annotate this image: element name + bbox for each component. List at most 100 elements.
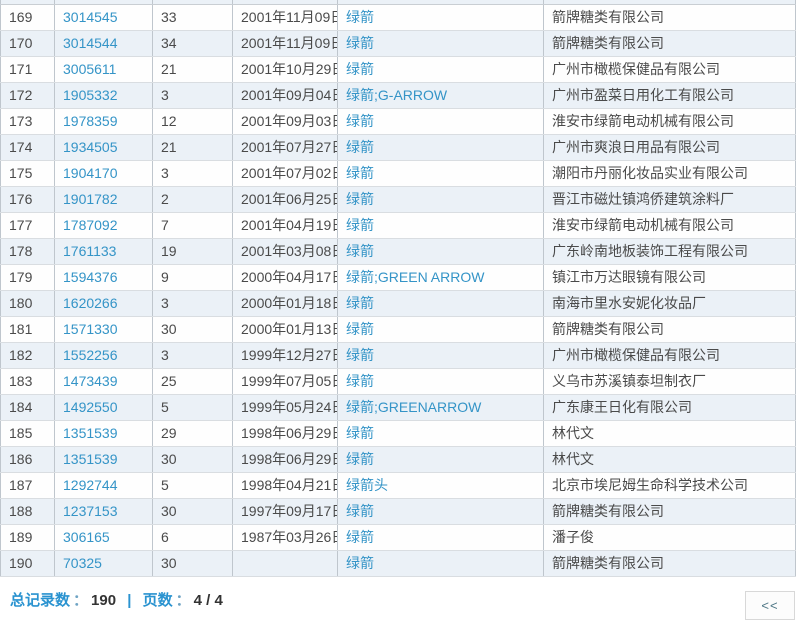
table-row: 187 1292744 5 1998年04月21日 绿箭头 北京市埃尼姆生命科学… xyxy=(0,472,796,499)
applicant-name-cell: 义乌市苏溪镇泰坦制衣厂 xyxy=(543,368,796,395)
registration-number-link[interactable]: 1292744 xyxy=(63,477,118,493)
trademark-name-link[interactable]: 绿箭 xyxy=(346,451,374,467)
registration-number-link[interactable]: 1351539 xyxy=(63,425,118,441)
applicant-name-cell: 南海市里水安妮化妆品厂 xyxy=(543,290,796,317)
registration-number-link[interactable]: 1473439 xyxy=(63,373,118,389)
registration-number-link[interactable]: 1978359 xyxy=(63,113,118,129)
application-date-cell: 1998年06月29日 xyxy=(232,420,338,447)
trademark-name-link[interactable]: 绿箭;GREEN ARROW xyxy=(346,269,485,285)
total-records-value: 190 xyxy=(91,592,117,609)
trademark-name-link[interactable]: 绿箭 xyxy=(346,373,374,389)
registration-number-cell: 1905332 xyxy=(54,82,153,109)
applicant-name-cell: 淮安市绿箭电动机械有限公司 xyxy=(543,212,796,239)
application-date-cell: 1998年06月29日 xyxy=(232,446,338,473)
registration-number-link[interactable]: 3014544 xyxy=(63,35,118,51)
registration-number-cell: 1904170 xyxy=(54,160,153,187)
row-index-cell: 173 xyxy=(0,108,55,135)
first-page-button[interactable]: << xyxy=(745,591,795,620)
row-index-cell: 184 xyxy=(0,394,55,421)
registration-number-link[interactable]: 1620266 xyxy=(63,295,118,311)
registration-number-cell: 1473439 xyxy=(54,368,153,395)
class-number-cell: 30 xyxy=(152,550,233,577)
trademark-name-cell: 绿箭 xyxy=(337,368,544,395)
applicant-name-cell: 淮安市绿箭电动机械有限公司 xyxy=(543,108,796,135)
trademark-name-link[interactable]: 绿箭 xyxy=(346,425,374,441)
class-number-cell: 3 xyxy=(152,82,233,109)
registration-number-cell: 306165 xyxy=(54,524,153,551)
table-row: 178 1761133 19 2001年03月08日 绿箭 广东岭南地板装饰工程… xyxy=(0,238,796,265)
application-date-cell: 1999年07月05日 xyxy=(232,368,338,395)
registration-number-link[interactable]: 1934505 xyxy=(63,139,118,155)
trademark-name-cell: 绿箭 xyxy=(337,160,544,187)
pages-value: 4 / 4 xyxy=(193,592,223,609)
class-number-cell: 33 xyxy=(152,4,233,31)
results-table-body: 169 3014545 33 2001年11月09日 绿箭 箭牌糖类有限公司 1… xyxy=(0,0,796,577)
registration-number-cell: 1934505 xyxy=(54,134,153,161)
trademark-name-link[interactable]: 绿箭 xyxy=(346,217,374,233)
table-row: 174 1934505 21 2001年07月27日 绿箭 广州市爽浪日用品有限… xyxy=(0,134,796,161)
registration-number-link[interactable]: 1492550 xyxy=(63,399,118,415)
registration-number-link[interactable]: 1905332 xyxy=(63,87,118,103)
table-row: 173 1978359 12 2001年09月03日 绿箭 淮安市绿箭电动机械有… xyxy=(0,108,796,135)
registration-number-link[interactable]: 306165 xyxy=(63,529,110,545)
trademark-results-table: 169 3014545 33 2001年11月09日 绿箭 箭牌糖类有限公司 1… xyxy=(0,0,796,577)
class-number-cell: 2 xyxy=(152,186,233,213)
row-index-cell: 185 xyxy=(0,420,55,447)
application-date-cell: 2001年07月02日 xyxy=(232,160,338,187)
table-row: 169 3014545 33 2001年11月09日 绿箭 箭牌糖类有限公司 xyxy=(0,4,796,31)
trademark-name-link[interactable]: 绿箭 xyxy=(346,295,374,311)
trademark-name-link[interactable]: 绿箭 xyxy=(346,529,374,545)
trademark-name-link[interactable]: 绿箭 xyxy=(346,321,374,337)
table-row: 179 1594376 9 2000年04月17日 绿箭;GREEN ARROW… xyxy=(0,264,796,291)
registration-number-link[interactable]: 1761133 xyxy=(63,243,117,259)
trademark-name-link[interactable]: 绿箭头 xyxy=(346,477,388,493)
trademark-name-link[interactable]: 绿箭 xyxy=(346,191,374,207)
applicant-name-cell: 林代文 xyxy=(543,446,796,473)
applicant-name-cell: 广东康王日化有限公司 xyxy=(543,394,796,421)
trademark-name-cell: 绿箭 xyxy=(337,316,544,343)
trademark-name-link[interactable]: 绿箭 xyxy=(346,113,374,129)
trademark-name-cell: 绿箭 xyxy=(337,4,544,31)
row-index-cell: 189 xyxy=(0,524,55,551)
registration-number-link[interactable]: 1787092 xyxy=(63,217,118,233)
trademark-name-link[interactable]: 绿箭 xyxy=(346,243,374,259)
class-number-cell: 34 xyxy=(152,30,233,57)
trademark-name-cell: 绿箭 xyxy=(337,30,544,57)
registration-number-link[interactable]: 1901782 xyxy=(63,191,118,207)
table-row: 175 1904170 3 2001年07月02日 绿箭 潮阳市丹丽化妆品实业有… xyxy=(0,160,796,187)
trademark-name-link[interactable]: 绿箭;G-ARROW xyxy=(346,87,448,103)
trademark-name-link[interactable]: 绿箭 xyxy=(346,61,374,77)
class-number-cell: 3 xyxy=(152,160,233,187)
application-date-cell: 2000年01月13日 xyxy=(232,316,338,343)
row-index-cell: 170 xyxy=(0,30,55,57)
trademark-name-link[interactable]: 绿箭 xyxy=(346,503,374,519)
class-number-cell: 3 xyxy=(152,290,233,317)
table-row: 170 3014544 34 2001年11月09日 绿箭 箭牌糖类有限公司 xyxy=(0,30,796,57)
registration-number-link[interactable]: 1237153 xyxy=(63,503,118,519)
registration-number-cell: 1552256 xyxy=(54,342,153,369)
trademark-name-link[interactable]: 绿箭 xyxy=(346,9,374,25)
trademark-name-link[interactable]: 绿箭 xyxy=(346,165,374,181)
registration-number-link[interactable]: 3005611 xyxy=(63,61,117,77)
registration-number-cell: 1292744 xyxy=(54,472,153,499)
trademark-name-link[interactable]: 绿箭;GREENARROW xyxy=(346,399,482,415)
trademark-name-link[interactable]: 绿箭 xyxy=(346,347,374,363)
trademark-name-link[interactable]: 绿箭 xyxy=(346,35,374,51)
registration-number-link[interactable]: 1571330 xyxy=(63,321,118,337)
applicant-name-cell: 潘子俊 xyxy=(543,524,796,551)
row-index-cell: 169 xyxy=(0,4,55,31)
registration-number-link[interactable]: 1552256 xyxy=(63,347,118,363)
trademark-name-link[interactable]: 绿箭 xyxy=(346,555,374,571)
table-row: 172 1905332 3 2001年09月04日 绿箭;G-ARROW 广州市… xyxy=(0,82,796,109)
trademark-name-cell: 绿箭 xyxy=(337,186,544,213)
registration-number-link[interactable]: 1594376 xyxy=(63,269,118,285)
table-row: 171 3005611 21 2001年10月29日 绿箭 广州市橄榄保健品有限… xyxy=(0,56,796,83)
registration-number-link[interactable]: 3014545 xyxy=(63,9,118,25)
table-row: 180 1620266 3 2000年01月18日 绿箭 南海市里水安妮化妆品厂 xyxy=(0,290,796,317)
registration-number-link[interactable]: 1351539 xyxy=(63,451,118,467)
trademark-name-cell: 绿箭 xyxy=(337,134,544,161)
trademark-name-link[interactable]: 绿箭 xyxy=(346,139,374,155)
trademark-name-cell: 绿箭;GREENARROW xyxy=(337,394,544,421)
registration-number-link[interactable]: 1904170 xyxy=(63,165,118,181)
registration-number-link[interactable]: 70325 xyxy=(63,555,102,571)
